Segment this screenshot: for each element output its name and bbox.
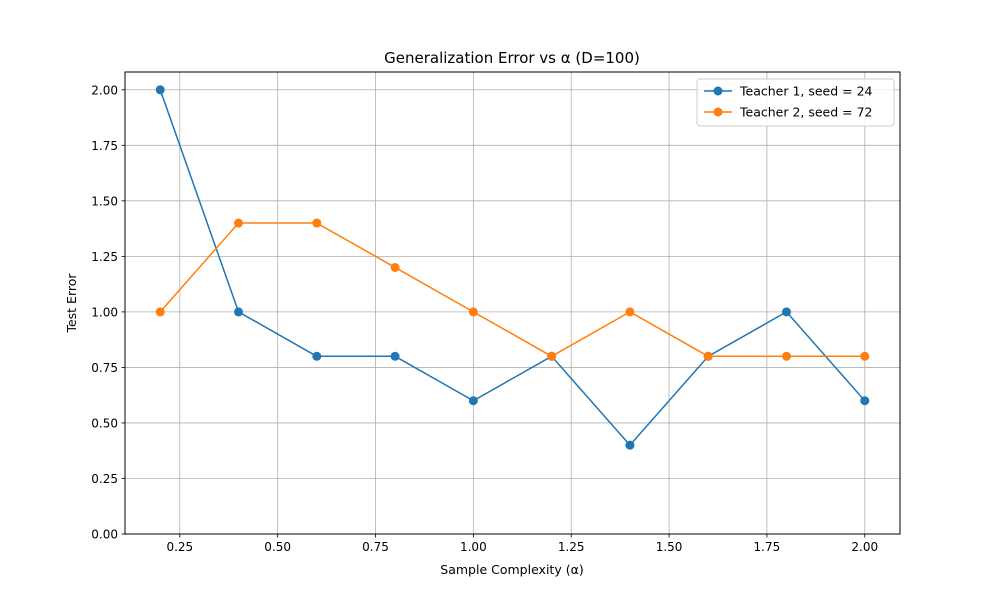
y-tick-label: 1.50	[91, 194, 118, 208]
data-point-series-1	[390, 351, 400, 361]
data-point-series-2	[703, 351, 713, 361]
legend-marker-teacher-1	[713, 86, 723, 96]
x-tick-label: 1.75	[754, 540, 781, 554]
data-point-series-2	[155, 307, 165, 317]
y-tick-label: 0.25	[91, 472, 118, 486]
x-tick-label: 1.25	[558, 540, 585, 554]
legend-box	[696, 78, 895, 127]
x-tick-label: 2.00	[851, 540, 878, 554]
y-tick-label: 0.50	[91, 416, 118, 430]
data-point-series-1	[781, 307, 791, 317]
y-tick-label: 1.25	[91, 250, 118, 264]
y-tick-label: 2.00	[91, 83, 118, 97]
axes-frame	[124, 71, 901, 535]
x-tick-label: 1.00	[460, 540, 487, 554]
x-tick-label: 0.75	[362, 540, 389, 554]
chart-title: Generalization Error vs α (D=100)	[384, 49, 640, 67]
data-point-series-2	[547, 351, 557, 361]
y-tick-label: 0.00	[91, 528, 118, 542]
data-point-series-2	[781, 351, 791, 361]
legend-label-teacher-2: Teacher 2, seed = 72	[739, 105, 873, 120]
data-point-series-1	[312, 351, 322, 361]
data-point-series-1	[468, 396, 478, 406]
y-axis-label: Test Error	[64, 273, 79, 334]
x-tick-label: 0.50	[264, 540, 291, 554]
data-point-series-2	[860, 351, 870, 361]
series-line-2	[159, 222, 865, 358]
y-tick-label: 1.75	[91, 139, 118, 153]
data-point-series-1	[155, 85, 165, 95]
legend-marker-teacher-2	[713, 107, 723, 117]
data-point-series-2	[625, 307, 635, 317]
x-tick-label: 1.50	[656, 540, 683, 554]
legend: Teacher 1, seed = 24 Teacher 2, seed = 7…	[696, 78, 895, 127]
x-tick-label: 0.25	[166, 540, 193, 554]
y-tick-label: 1.00	[91, 305, 118, 319]
series-line-1	[159, 89, 866, 446]
data-point-series-1	[860, 396, 870, 406]
data-point-series-1	[625, 440, 635, 450]
ticks: 0.25 0.50 0.75 1.00 1.25 1.50 1.75 2.00 0.00 0.25…	[91, 83, 878, 554]
x-axis-label: Sample Complexity (α)	[440, 562, 583, 577]
data-point-series-1	[234, 307, 244, 317]
data-point-series-2	[468, 307, 478, 317]
series-layer	[155, 85, 870, 450]
data-point-series-2	[312, 218, 322, 228]
y-tick-label: 0.75	[91, 361, 118, 375]
legend-label-teacher-1: Teacher 1, seed = 24	[739, 84, 873, 99]
data-point-series-2	[390, 262, 400, 272]
data-point-series-2	[234, 218, 244, 228]
